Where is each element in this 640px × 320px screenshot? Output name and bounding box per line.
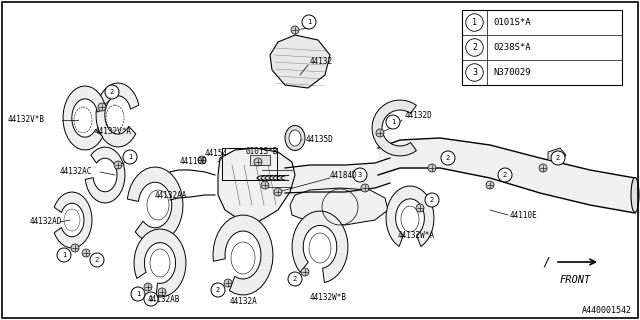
Text: 2: 2 [110,89,114,95]
Polygon shape [386,186,434,246]
Circle shape [353,168,367,182]
Text: A440001542: A440001542 [582,306,632,315]
Circle shape [486,181,494,189]
Circle shape [123,150,137,164]
Text: 44132AD: 44132AD [30,218,62,227]
Polygon shape [218,148,295,222]
Circle shape [425,193,439,207]
Polygon shape [372,100,417,156]
Text: 44132: 44132 [310,58,333,67]
Text: 1: 1 [307,19,311,25]
Text: N370029: N370029 [493,68,531,77]
Polygon shape [290,188,388,225]
Circle shape [144,283,152,291]
Text: /: / [543,255,550,268]
Text: 44132W*A: 44132W*A [398,230,435,239]
Circle shape [376,129,384,137]
Text: 44110D: 44110D [180,157,208,166]
Text: 2: 2 [446,155,450,161]
Text: 44132AB: 44132AB [148,295,180,305]
Text: 0238S*A: 0238S*A [493,43,531,52]
Circle shape [71,244,79,252]
Text: 1: 1 [136,291,140,297]
Text: 44110E: 44110E [510,211,538,220]
Text: 2: 2 [503,172,507,178]
Polygon shape [213,215,273,295]
Circle shape [211,283,225,297]
Circle shape [158,288,166,296]
Circle shape [416,204,424,212]
Text: 3: 3 [358,172,362,178]
Circle shape [90,253,104,267]
Circle shape [551,151,565,165]
Circle shape [539,164,547,172]
Circle shape [386,115,400,129]
Text: 2: 2 [430,197,434,203]
Circle shape [261,181,269,189]
Polygon shape [63,86,106,150]
Text: 44135D: 44135D [306,135,333,145]
Text: 2: 2 [95,257,99,263]
Polygon shape [54,192,92,248]
Text: 44132V*A: 44132V*A [95,127,132,137]
Circle shape [57,248,71,262]
Text: 44132AC: 44132AC [60,167,92,177]
Circle shape [105,85,119,99]
Circle shape [224,279,232,287]
Text: 1: 1 [391,119,395,125]
Circle shape [291,26,299,34]
Circle shape [441,151,455,165]
Text: 3: 3 [472,68,477,77]
Text: 0101S*A: 0101S*A [493,18,531,27]
Bar [462,10,622,85]
Circle shape [254,158,262,166]
Bar [250,155,270,165]
Text: 2: 2 [472,43,477,52]
Text: 44132D: 44132D [405,110,433,119]
Polygon shape [96,83,139,147]
Text: 1: 1 [128,154,132,160]
Ellipse shape [631,178,639,212]
Polygon shape [270,35,330,88]
Text: 44184D: 44184D [330,171,358,180]
Ellipse shape [285,125,305,150]
Text: 44154: 44154 [205,148,228,157]
Text: 44132AA: 44132AA [155,191,188,201]
Text: FRONT: FRONT [559,275,591,285]
Text: 2: 2 [149,296,153,302]
Text: 1: 1 [62,252,66,258]
Ellipse shape [289,130,301,146]
Text: 0101S*B: 0101S*B [246,148,278,156]
Text: 2: 2 [556,155,560,161]
Polygon shape [127,167,183,243]
Circle shape [131,287,145,301]
Polygon shape [292,211,348,283]
Text: 44132A: 44132A [230,298,258,307]
Circle shape [98,103,106,111]
Text: 1: 1 [472,18,477,27]
Circle shape [361,184,369,192]
Circle shape [498,168,512,182]
Polygon shape [548,148,566,163]
Circle shape [274,188,282,196]
Circle shape [428,164,436,172]
Circle shape [114,161,122,169]
Circle shape [144,292,158,306]
Polygon shape [85,147,125,203]
Circle shape [82,249,90,257]
Bar [222,148,277,180]
Polygon shape [134,229,186,297]
Text: 44132W*B: 44132W*B [310,293,347,302]
Text: 2: 2 [216,287,220,293]
Circle shape [302,15,316,29]
Circle shape [198,156,206,164]
Circle shape [301,268,309,276]
Text: 2: 2 [293,276,297,282]
Text: 44132V*B: 44132V*B [8,116,45,124]
Circle shape [288,272,302,286]
